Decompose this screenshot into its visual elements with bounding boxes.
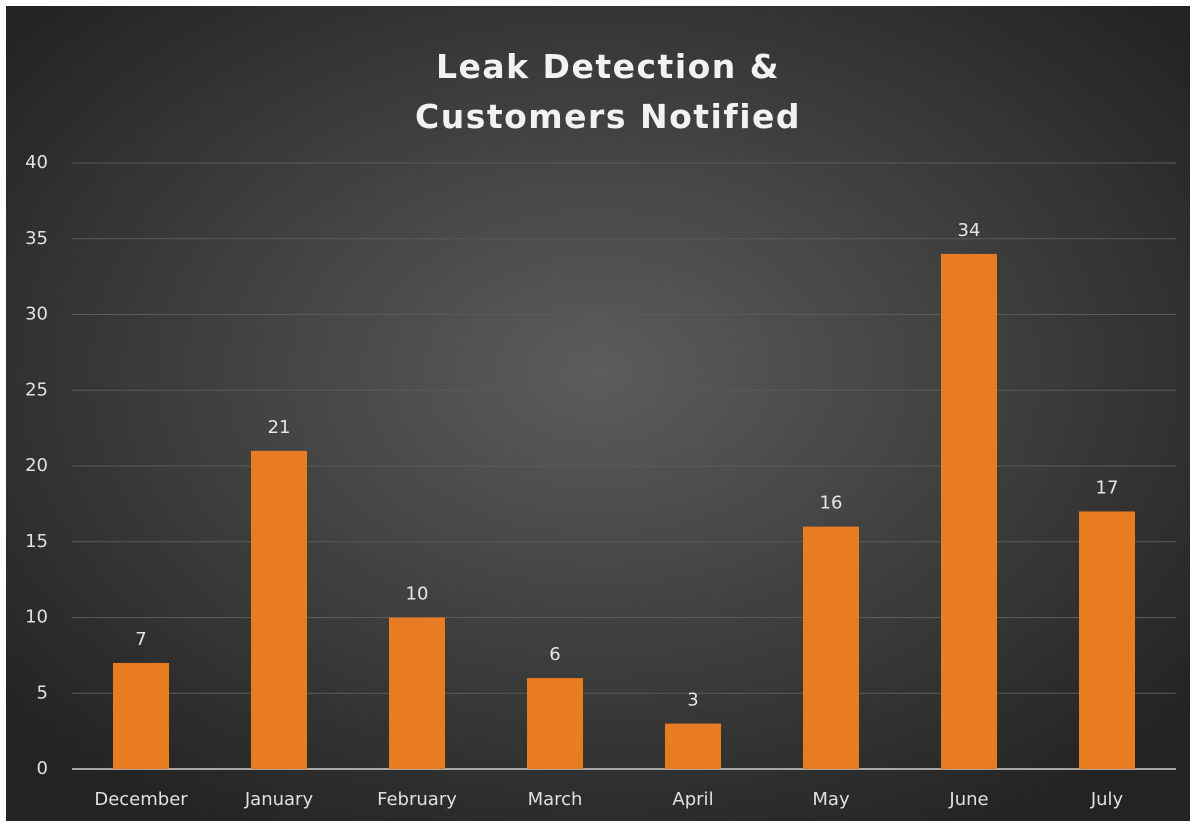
bar	[113, 662, 169, 769]
bar	[527, 678, 583, 769]
chart-title: Leak Detection & Customers Notified	[414, 47, 802, 136]
data-label: 34	[958, 220, 981, 241]
data-label: 3	[687, 690, 698, 711]
y-tick-label: 30	[25, 304, 48, 325]
data-label: 16	[820, 493, 843, 514]
x-tick-label: January	[244, 789, 314, 810]
y-tick-label: 0	[37, 758, 48, 779]
y-tick-label: 40	[25, 152, 48, 173]
y-tick-label: 20	[25, 455, 48, 476]
x-tick-label: March	[528, 789, 583, 810]
data-label: 10	[406, 584, 429, 605]
bar	[941, 253, 997, 769]
data-label: 7	[135, 629, 146, 650]
x-tick-label: June	[948, 789, 988, 810]
y-tick-label: 25	[25, 379, 48, 400]
x-tick-label: April	[672, 789, 713, 810]
x-tick-label: February	[377, 789, 457, 810]
bar	[389, 617, 445, 769]
data-label: 21	[268, 417, 291, 438]
bar	[251, 450, 307, 769]
bar	[665, 723, 721, 769]
x-tick-label: May	[812, 789, 850, 810]
y-tick-label: 10	[25, 607, 48, 628]
y-tick-label: 15	[25, 531, 48, 552]
x-tick-label: December	[94, 789, 188, 810]
x-tick-label: July	[1090, 789, 1124, 810]
data-label: 17	[1096, 477, 1119, 498]
bar	[1079, 511, 1135, 769]
y-tick-label: 35	[25, 228, 48, 249]
y-tick-label: 5	[37, 682, 48, 703]
data-label: 6	[549, 644, 560, 665]
bar	[803, 526, 859, 769]
